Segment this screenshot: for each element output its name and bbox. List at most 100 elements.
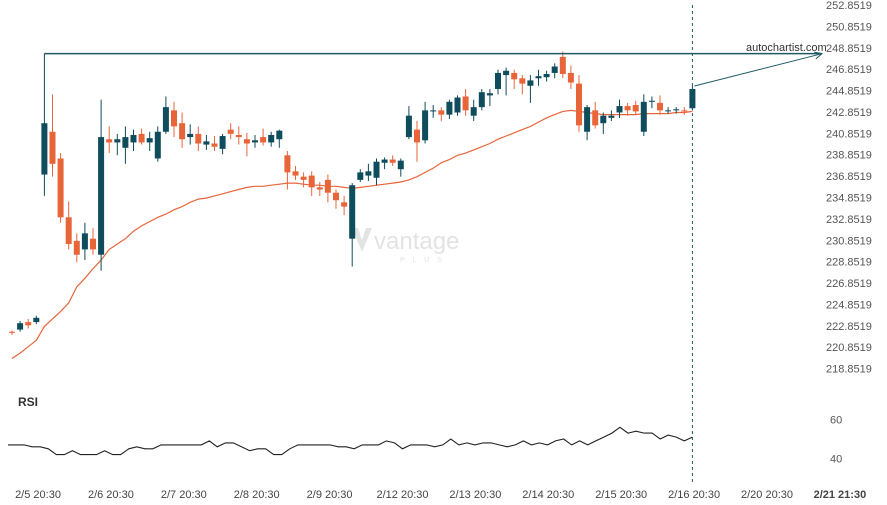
bearish-candle — [171, 101, 177, 138]
bearish-candle — [73, 233, 80, 263]
candle-body — [527, 80, 534, 86]
bullish-candle — [252, 134, 258, 148]
candle-body — [65, 217, 72, 245]
candle-body — [422, 110, 429, 141]
candle-body — [316, 187, 323, 190]
bullish-candle — [397, 158, 404, 177]
bullish-candle — [616, 99, 623, 118]
rsi-tick-label: 40 — [830, 454, 842, 466]
bullish-candle — [470, 99, 477, 122]
bullish-candle — [527, 75, 534, 103]
x-axis: 2/5 20:30 2/6 20:30 2/7 20:30 2/8 20:30 2/9 … — [15, 489, 866, 501]
bearish-candle — [576, 75, 582, 132]
candle-body — [130, 134, 137, 143]
candle-body — [138, 133, 145, 143]
bearish-candle — [559, 51, 566, 79]
bullish-candle — [673, 107, 680, 114]
candle-body — [179, 123, 186, 140]
candle-body — [405, 115, 412, 138]
bearish-candle — [179, 112, 186, 148]
x-tick-label: 2/14 20:30 — [522, 489, 574, 501]
bullish-candle — [187, 124, 194, 145]
candle-body — [486, 93, 493, 96]
candle-body — [689, 88, 696, 109]
bullish-candle — [98, 99, 105, 271]
bullish-candle — [268, 131, 275, 147]
bullish-candle — [146, 131, 153, 151]
forecast-arrow-head-icon — [814, 51, 824, 60]
candle-body — [511, 72, 518, 80]
candle-body — [146, 138, 153, 143]
bearish-candle — [624, 102, 631, 116]
candle-body — [243, 139, 250, 144]
annotation-label: autochartist.com — [746, 42, 827, 54]
bearish-candle — [308, 171, 315, 196]
bearish-candle — [284, 150, 291, 190]
bullish-candle — [33, 315, 40, 325]
rsi-axis: 60 40 — [830, 415, 842, 466]
y-tick-label: 250.8519 — [826, 21, 872, 33]
y-tick-label: 224.8519 — [826, 299, 872, 311]
candle-body — [576, 83, 582, 126]
bearish-candle — [324, 174, 331, 203]
candle-body — [584, 107, 591, 132]
bearish-candle — [511, 69, 518, 89]
annotation-layer: autochartist.com — [694, 42, 827, 87]
bullish-candle — [154, 126, 161, 162]
bullish-candle — [495, 69, 501, 95]
bearish-candle — [65, 201, 72, 250]
bearish-candle — [260, 128, 267, 146]
candle-body — [446, 101, 453, 115]
candle-body — [81, 233, 88, 250]
bullish-candle — [162, 96, 169, 134]
bullish-candle — [486, 88, 493, 107]
candle-body — [114, 139, 121, 143]
candle-body — [438, 110, 445, 115]
candle-body — [211, 143, 218, 147]
rsi-tick-label: 60 — [830, 415, 842, 427]
candle-body — [276, 130, 283, 140]
bullish-candle — [600, 112, 607, 134]
x-tick-label: 2/13 20:30 — [449, 489, 501, 501]
bearish-candle — [57, 153, 64, 223]
bearish-candle — [300, 172, 307, 188]
candle-body — [9, 331, 15, 333]
x-tick-label: 2/5 20:30 — [15, 489, 61, 501]
resistance-layer — [44, 5, 822, 482]
bearish-candle — [138, 128, 145, 145]
bullish-candle — [640, 94, 647, 137]
bearish-candle — [195, 126, 202, 151]
candle-body — [657, 102, 663, 111]
candle-body — [632, 105, 639, 112]
y-tick-label: 246.8519 — [826, 64, 872, 76]
y-tick-label: 228.8519 — [826, 257, 872, 269]
bullish-candle — [122, 126, 129, 164]
y-tick-label: 234.8519 — [826, 193, 872, 205]
candle-body — [300, 176, 307, 180]
rsi-line — [8, 426, 693, 456]
bullish-candle — [430, 105, 437, 118]
bullish-candle — [584, 105, 591, 141]
bearish-candle — [9, 330, 15, 335]
x-tick-label: 2/16 20:30 — [668, 489, 720, 501]
y-tick-label: 226.8519 — [826, 278, 872, 290]
bullish-candle — [446, 99, 453, 119]
candle-body — [49, 131, 56, 164]
x-tick-label: 2/20 20:30 — [741, 489, 793, 501]
watermark: vantage P L U S — [352, 228, 459, 264]
bearish-candle — [632, 100, 639, 115]
bearish-candle — [243, 132, 250, 157]
candle-body — [187, 133, 194, 138]
candle-body — [219, 136, 226, 149]
candle-body — [414, 129, 420, 143]
forecast-arrow-line — [694, 53, 823, 87]
y-tick-label: 218.8519 — [826, 364, 872, 376]
candle-body — [454, 97, 461, 113]
bearish-candle — [341, 195, 348, 216]
candle-body — [260, 137, 267, 143]
candle-body — [600, 115, 607, 124]
bearish-candle — [49, 94, 56, 177]
bearish-candle — [90, 227, 96, 255]
bullish-candle — [454, 95, 461, 116]
